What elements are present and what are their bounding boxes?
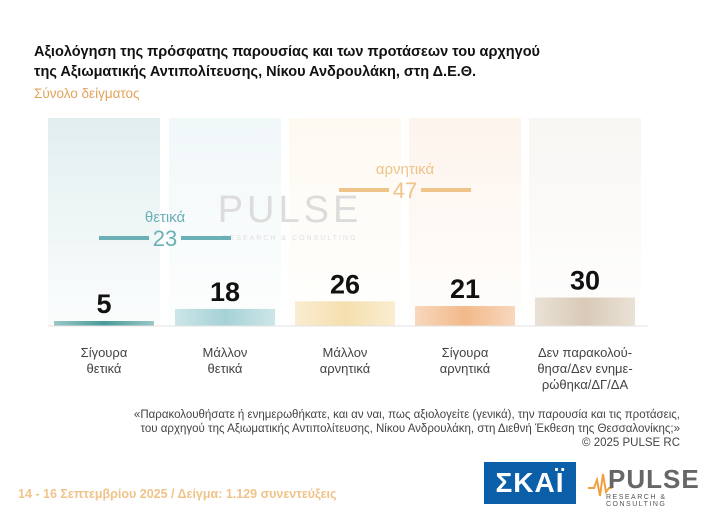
group-name-label: αρνητικά (376, 161, 435, 178)
pulse-logo-word: PULSE (608, 464, 700, 494)
bar-value-label: 21 (450, 274, 480, 304)
category-label: Δεν παρακολού-θησα/Δεν ενημε-ρώθηκα/ΔΓ/Δ… (537, 345, 632, 392)
skai-logo: ΣΚΑΪ (484, 462, 576, 504)
group-name-label: θετικά (145, 209, 186, 226)
bar (535, 297, 635, 326)
title-line-2: της Αξιωματικής Αντιπολίτευσης, Νίκου Αν… (34, 64, 477, 80)
category-label: Σίγουρα αρνητικά (440, 345, 491, 376)
category-label: Σίγουρα θετικά (81, 345, 128, 376)
bar-value-label: 26 (330, 269, 360, 299)
bar-value-label: 5 (96, 289, 111, 319)
copyright: © 2025 PULSE RC (582, 437, 680, 449)
bar-background-panel (529, 118, 641, 326)
group-total-label: 23 (153, 226, 177, 251)
survey-question: «Παρακολουθήσατε ή ενημερωθήκατε, και αν… (40, 408, 680, 450)
chart-subtitle: Σύνολο δείγματος (34, 86, 140, 101)
question-line-2: του αρχηγού της Αξιωματικής Αντιπολίτευσ… (140, 423, 680, 435)
pulse-wave-icon (588, 473, 612, 497)
survey-dates-sample: 14 - 16 Σεπτεμβρίου 2025 / Δείγμα: 1.129… (18, 487, 337, 501)
watermark-sub: RESEARCH & CONSULTING (223, 235, 358, 242)
bar-background-panel (48, 118, 160, 326)
bar (175, 308, 275, 326)
category-label: Μάλλον θετικά (203, 345, 248, 376)
skai-logo-text: ΣΚΑΪ (495, 467, 565, 498)
bar-value-label: 30 (570, 266, 600, 296)
bar (295, 301, 395, 326)
pulse-logo-sub: RESEARCH & CONSULTING (606, 494, 667, 508)
question-line-1: «Παρακολουθήσατε ή ενημερωθήκατε, και αν… (133, 409, 680, 421)
title-line-1: Αξιολόγηση της πρόσφατης παρουσίας και τ… (34, 44, 540, 60)
bar (415, 306, 515, 326)
bar-background-panel (289, 118, 401, 326)
pulse-logo: PULSE RESEARCH & CONSULTING (588, 464, 700, 508)
bar (54, 321, 154, 326)
bar-value-label: 18 (210, 277, 240, 307)
bar-background-panel (169, 118, 281, 326)
chart-title: Αξιολόγηση της πρόσφατης παρουσίας και τ… (34, 42, 540, 82)
bar-background-panel (409, 118, 521, 326)
watermark-word: PULSE (218, 189, 363, 231)
group-total-label: 47 (393, 178, 417, 203)
category-label: Μάλλον αρνητικά (320, 345, 371, 376)
